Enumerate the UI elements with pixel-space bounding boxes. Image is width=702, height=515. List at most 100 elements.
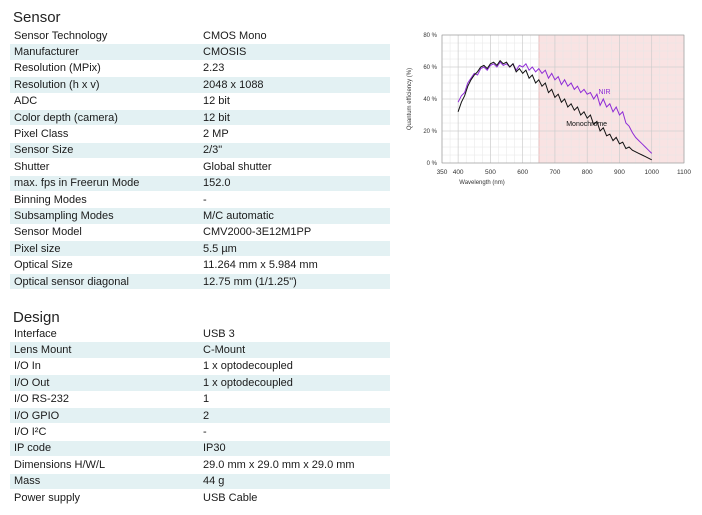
- design-spec-row-label: I/O RS-232: [10, 391, 199, 408]
- design-spec-row-label: I/O GPIO: [10, 407, 199, 424]
- sensor-spec-row-value: CMOSIS: [199, 43, 390, 61]
- y-tick-label: 20 %: [423, 129, 437, 135]
- sensor-spec-row-value: 152.0: [199, 175, 390, 192]
- sensor-spec-row-label: Sensor Size: [10, 142, 199, 159]
- design-spec-row-value: 1: [199, 391, 390, 408]
- design-spec-row-value: C-Mount: [199, 341, 390, 359]
- design-spec-row-value: 2: [199, 407, 390, 424]
- design-spec-row-value: 29.0 mm x 29.0 mm x 29.0 mm: [199, 456, 390, 474]
- design-spec-row-value: -: [199, 423, 390, 441]
- design-spec-row: I/O In 1 x optodecoupled: [10, 358, 390, 375]
- sensor-spec-row: Sensor Technology CMOS Mono: [10, 28, 390, 44]
- design-spec-table: Interface USB 3 Lens Mount C-Mount I/O In 1 x…: [10, 326, 390, 506]
- design-spec-row: Lens Mount C-Mount: [10, 341, 390, 359]
- sensor-spec-row: Binning Modes -: [10, 191, 390, 208]
- sensor-spec-row-label: Pixel size: [10, 240, 199, 257]
- sensor-spec-row-value: CMV2000-3E12M1PP: [199, 224, 390, 241]
- sensor-spec-row: Sensor Size 2/3": [10, 142, 390, 159]
- sensor-spec-row-value: Global shutter: [199, 158, 390, 176]
- sensor-spec-row-value: 2 MP: [199, 125, 390, 143]
- sensor-spec-row-value: M/C automatic: [199, 207, 390, 225]
- design-spec-row: Mass 44 g: [10, 473, 390, 490]
- x-tick-label: 500: [485, 169, 496, 176]
- sensor-spec-row: Optical Size 11.264 mm x 5.984 mm: [10, 256, 390, 274]
- design-spec-row-label: IP code: [10, 440, 199, 457]
- sensor-spec-row-label: Sensor Technology: [10, 28, 199, 44]
- quantum-efficiency-chart: 350 400 500 600 700 800 900 1000 1100 0 % 20 % 40 %…: [407, 33, 691, 186]
- sensor-spec-row: Sensor Model CMV2000-3E12M1PP: [10, 224, 390, 241]
- design-spec-row: I/O GPIO 2: [10, 407, 390, 424]
- y-tick-label: 40 %: [423, 97, 437, 103]
- sensor-spec-row-label: Sensor Model: [10, 224, 199, 241]
- sensor-spec-row: Pixel Class 2 MP: [10, 125, 390, 143]
- sensor-spec-row: Resolution (MPix) 2.23: [10, 60, 390, 77]
- sensor-spec-row-value: 12 bit: [199, 109, 390, 126]
- sensor-spec-row-value: 11.264 mm x 5.984 mm: [199, 256, 390, 274]
- y-tick-label: 80 %: [423, 33, 437, 39]
- sensor-spec-row-label: Binning Modes: [10, 191, 199, 208]
- design-section-title: Design: [13, 309, 60, 326]
- design-spec-row: I/O I²C -: [10, 423, 390, 441]
- sensor-spec-row-label: Resolution (h x v): [10, 76, 199, 94]
- sensor-spec-row-value: 12.75 mm (1/1.25"): [199, 273, 390, 290]
- design-spec-row-label: Power supply: [10, 489, 199, 506]
- design-spec-row: IP code IP30: [10, 440, 390, 457]
- sensor-section-title: Sensor: [13, 9, 61, 26]
- sensor-spec-row-label: Subsampling Modes: [10, 207, 199, 225]
- sensor-spec-row: Color depth (camera) 12 bit: [10, 109, 390, 126]
- x-tick-label: 400: [453, 169, 464, 176]
- sensor-spec-row: Pixel size 5.5 µm: [10, 240, 390, 257]
- design-spec-row-value: 44 g: [199, 473, 390, 490]
- sensor-spec-row: Subsampling Modes M/C automatic: [10, 207, 390, 225]
- design-spec-row: I/O Out 1 x optodecoupled: [10, 374, 390, 392]
- x-tick-label: 700: [550, 169, 561, 176]
- sensor-spec-row: Shutter Global shutter: [10, 158, 390, 176]
- sensor-spec-row-label: Resolution (MPix): [10, 60, 199, 77]
- sensor-spec-row: max. fps in Freerun Mode 152.0: [10, 175, 390, 192]
- design-spec-row: I/O RS-232 1: [10, 391, 390, 408]
- design-spec-row: Dimensions H/W/L 29.0 mm x 29.0 mm x 29.0…: [10, 456, 390, 474]
- design-spec-row-value: USB Cable: [199, 489, 390, 506]
- x-tick-label: 800: [582, 169, 593, 176]
- design-spec-row-label: Lens Mount: [10, 341, 199, 359]
- sensor-spec-row-value: 5.5 µm: [199, 240, 390, 257]
- y-tick-label: 60 %: [423, 65, 437, 71]
- sensor-spec-row: ADC 12 bit: [10, 93, 390, 110]
- sensor-spec-table: Sensor Technology CMOS Mono Manufacturer CM…: [10, 28, 390, 290]
- design-spec-row-label: I/O In: [10, 358, 199, 375]
- x-tick-label: 900: [614, 169, 625, 176]
- x-axis-label: Wavelength (nm): [459, 180, 504, 186]
- sensor-spec-row-value: 12 bit: [199, 93, 390, 110]
- sensor-spec-row-label: Pixel Class: [10, 125, 199, 143]
- design-spec-row-value: 1 x optodecoupled: [199, 374, 390, 392]
- design-spec-row-value: 1 x optodecoupled: [199, 358, 390, 375]
- sensor-spec-row-value: 2/3": [199, 142, 390, 159]
- sensor-spec-row-label: Optical Size: [10, 256, 199, 274]
- series-line-nir: [457, 61, 653, 154]
- x-tick-label: 1100: [677, 169, 691, 176]
- plot-frame: [441, 34, 685, 164]
- x-tick-label: 600: [517, 169, 528, 176]
- sensor-spec-row-label: Optical sensor diagonal: [10, 273, 199, 290]
- sensor-spec-row-label: ADC: [10, 93, 199, 110]
- series-line-monochrome: [457, 59, 652, 161]
- sensor-spec-row-label: Color depth (camera): [10, 109, 199, 126]
- sensor-spec-row-label: Shutter: [10, 158, 199, 176]
- y-tick-label: 0 %: [427, 161, 438, 167]
- sensor-spec-row-value: CMOS Mono: [199, 28, 390, 44]
- y-axis-label: Quantum efficiency (%): [407, 68, 413, 130]
- design-spec-row-label: I/O Out: [10, 374, 199, 392]
- x-tick-label: 350: [437, 169, 448, 176]
- sensor-spec-row-value: -: [199, 191, 390, 208]
- sensor-spec-row-label: max. fps in Freerun Mode: [10, 175, 199, 192]
- design-spec-row-value: USB 3: [199, 326, 390, 342]
- sensor-spec-row: Optical sensor diagonal 12.75 mm (1/1.25"…: [10, 273, 390, 290]
- series-annotation: Monochrome: [566, 121, 607, 128]
- design-spec-row-label: I/O I²C: [10, 423, 199, 441]
- design-spec-row-label: Dimensions H/W/L: [10, 456, 199, 474]
- sensor-spec-row-value: 2.23: [199, 60, 390, 77]
- design-spec-row: Power supply USB Cable: [10, 489, 390, 506]
- sensor-spec-row-label: Manufacturer: [10, 43, 199, 61]
- series-annotation: NIR: [598, 89, 610, 96]
- design-spec-row: Interface USB 3: [10, 326, 390, 342]
